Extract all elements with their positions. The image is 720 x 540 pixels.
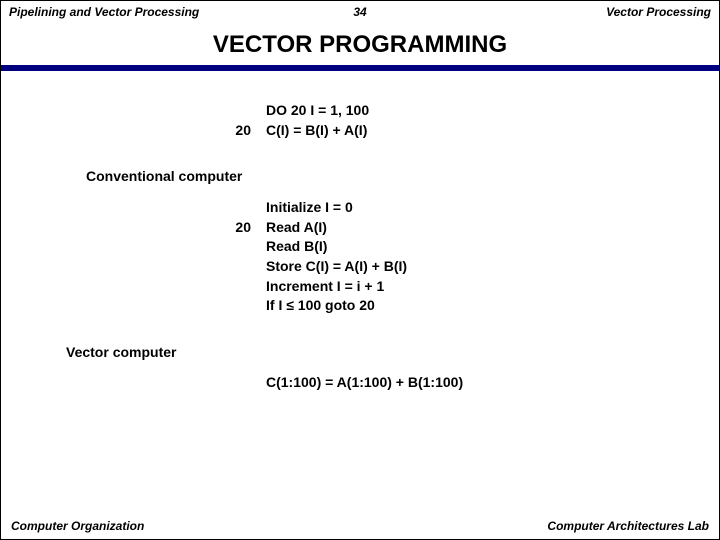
code-line: 20 Read A(I) <box>211 218 679 238</box>
line-label-blank <box>211 198 251 218</box>
code-line: 20 C(I) = B(I) + A(I) <box>211 121 679 141</box>
code-line: If I ≤ 100 goto 20 <box>266 296 679 316</box>
code-line: DO 20 I = 1, 100 <box>211 101 679 121</box>
slide-content: DO 20 I = 1, 100 20 C(I) = B(I) + A(I) Co… <box>1 71 719 390</box>
header-page-number: 34 <box>333 5 386 19</box>
code-text: C(I) = B(I) + A(I) <box>266 122 367 138</box>
code-text: DO 20 I = 1, 100 <box>266 102 369 118</box>
code-line: Read B(I) <box>266 237 679 257</box>
code-line: Store C(I) = A(I) + B(I) <box>266 257 679 277</box>
footer-left: Computer Organization <box>11 519 144 533</box>
slide-title: VECTOR PROGRAMMING <box>1 23 719 65</box>
header-right: Vector Processing <box>387 5 711 19</box>
code-line: Increment I = i + 1 <box>266 277 679 297</box>
conventional-label: Conventional computer <box>86 168 679 184</box>
slide-footer: Computer Organization Computer Architect… <box>1 519 719 533</box>
line-label: 20 <box>211 121 251 141</box>
vector-label: Vector computer <box>66 344 679 360</box>
slide-header: Pipelining and Vector Processing 34 Vect… <box>1 1 719 23</box>
vector-expression: C(1:100) = A(1:100) + B(1:100) <box>266 374 679 390</box>
code-text: Initialize I = 0 <box>266 199 353 215</box>
line-label: 20 <box>211 218 251 238</box>
fortran-code-block: DO 20 I = 1, 100 20 C(I) = B(I) + A(I) <box>211 101 679 140</box>
conventional-code-block: Initialize I = 0 20 Read A(I) Read B(I) S… <box>211 198 679 316</box>
header-left: Pipelining and Vector Processing <box>9 5 333 19</box>
line-label-blank <box>211 101 251 121</box>
footer-right: Computer Architectures Lab <box>547 519 709 533</box>
code-text: Read A(I) <box>266 219 327 235</box>
code-line: Initialize I = 0 <box>211 198 679 218</box>
